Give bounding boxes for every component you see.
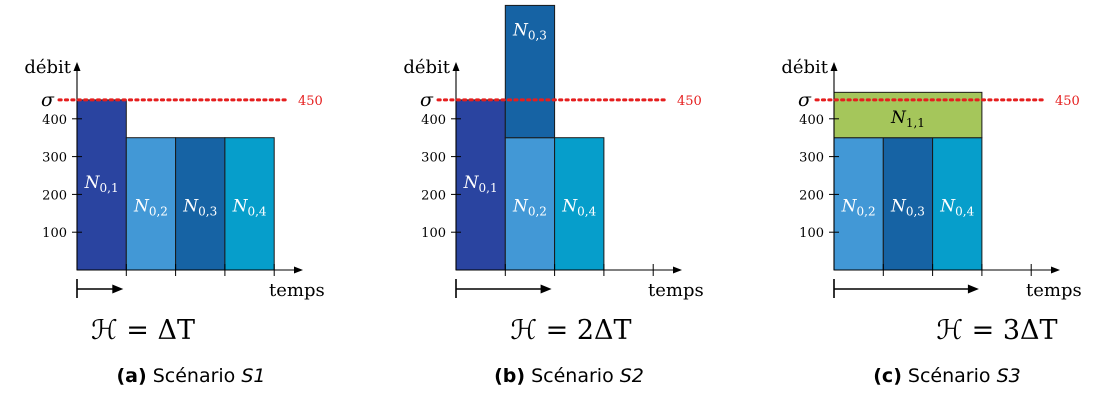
caption-text: Scénario — [147, 365, 242, 387]
caption-scenario: S1 — [241, 365, 265, 387]
horizon-arrowhead — [112, 284, 124, 294]
threshold-symbol: σ — [41, 89, 55, 111]
block-label-sub: 0,2 — [528, 205, 547, 219]
threshold-symbol: σ — [798, 89, 812, 111]
block-n-0-4 — [932, 137, 983, 271]
block-n-0-2 — [833, 137, 884, 271]
block-label-main: N — [463, 173, 480, 193]
block-label-sub: 0,2 — [149, 205, 168, 219]
x-axis-arrowhead — [294, 266, 303, 274]
block-label-sub: 0,4 — [955, 205, 974, 219]
y-tick-label: 300 — [421, 151, 446, 166]
block-label-main: N — [939, 197, 956, 217]
x-axis-title: temps — [1026, 280, 1082, 301]
x-axis-arrowhead — [673, 266, 682, 274]
block-label-main: N — [561, 197, 578, 217]
caption-letter: (b) — [494, 365, 525, 387]
x-axis-arrowhead — [1051, 266, 1060, 274]
y-axis-title: débit — [24, 57, 71, 78]
block-label-sub: 1,1 — [906, 116, 925, 130]
horizon-label: ℋ = 3ΔT — [936, 315, 1057, 346]
caption: (a) Scénario S1 — [116, 365, 265, 387]
threshold-value-label: 450 — [298, 94, 323, 109]
block-label-sub: 0,3 — [906, 205, 925, 219]
block-label-main: N — [232, 197, 249, 217]
threshold-symbol: σ — [420, 89, 434, 111]
x-axis-title: temps — [648, 280, 704, 301]
block-label-main: N — [841, 197, 858, 217]
block-label: N0,2 — [841, 197, 876, 219]
y-tick-label: 300 — [799, 151, 824, 166]
caption: (c) Scénario S3 — [873, 365, 1020, 387]
block-label-sub: 0,4 — [247, 205, 266, 219]
block-label-sub: 0,4 — [577, 205, 596, 219]
caption-letter: (c) — [873, 365, 902, 387]
block-label: N0,2 — [512, 197, 547, 219]
y-tick-label: 100 — [421, 226, 446, 241]
horizon-arrowhead — [540, 284, 552, 294]
block-label-main: N — [133, 197, 150, 217]
y-axis-title: débit — [403, 57, 450, 78]
y-tick-label: 200 — [799, 188, 824, 203]
caption-letter: (a) — [116, 365, 146, 387]
block-label-main: N — [182, 197, 199, 217]
block-label-sub: 0,2 — [857, 205, 876, 219]
caption-scenario: S2 — [620, 365, 644, 387]
caption-scenario: S3 — [997, 365, 1021, 387]
y-tick-label: 100 — [799, 226, 824, 241]
block-n-0-3 — [175, 137, 226, 271]
y-tick-label: 300 — [42, 151, 67, 166]
block-n-0-3 — [504, 4, 556, 139]
block-label: N0,4 — [939, 197, 974, 219]
y-axis-arrowhead — [73, 62, 81, 71]
horizon-arrowhead — [967, 284, 979, 294]
block-label: N0,4 — [232, 197, 267, 219]
block-label: N0,1 — [84, 173, 119, 195]
block-label: N0,3 — [182, 197, 217, 219]
block-label-sub: 0,3 — [198, 205, 217, 219]
block-label-main: N — [84, 173, 101, 193]
caption-text: Scénario — [525, 365, 620, 387]
block-label: N0,1 — [463, 173, 498, 195]
block-n-0-3 — [882, 137, 934, 271]
y-tick-label: 400 — [799, 113, 824, 128]
block-label: N0,3 — [512, 20, 547, 42]
y-axis-title: débit — [781, 57, 828, 78]
y-tick-label: 400 — [421, 113, 446, 128]
block-label: N0,3 — [890, 197, 925, 219]
y-tick-label: 200 — [42, 188, 67, 203]
block-n-0-2 — [504, 137, 556, 271]
block-label: N0,2 — [133, 197, 168, 219]
block-n-0-1 — [76, 99, 127, 271]
horizon-label: ℋ = 2ΔT — [510, 315, 631, 346]
block-n-0-4 — [224, 137, 275, 271]
block-label-sub: 0,3 — [528, 28, 547, 42]
block-label-main: N — [890, 197, 907, 217]
threshold-value-label: 450 — [1055, 94, 1080, 109]
block-label-main: N — [512, 197, 529, 217]
block-label-main: N — [890, 108, 907, 128]
y-tick-label: 100 — [42, 226, 67, 241]
threshold-value-label: 450 — [677, 94, 702, 109]
block-n-0-4 — [554, 137, 605, 271]
caption-text: Scénario — [902, 365, 997, 387]
y-tick-label: 400 — [42, 113, 67, 128]
y-axis-arrowhead — [452, 62, 460, 71]
horizon-label: ℋ = ΔT — [91, 315, 195, 346]
block-label-sub: 0,1 — [100, 181, 119, 195]
y-axis-arrowhead — [830, 62, 838, 71]
x-axis-title: temps — [269, 280, 325, 301]
block-label: N0,4 — [561, 197, 596, 219]
y-tick-label: 200 — [421, 188, 446, 203]
caption: (b) Scénario S2 — [494, 365, 644, 387]
block-label-sub: 0,1 — [479, 181, 498, 195]
block-label-main: N — [512, 20, 529, 40]
block-label: N1,1 — [890, 108, 925, 130]
